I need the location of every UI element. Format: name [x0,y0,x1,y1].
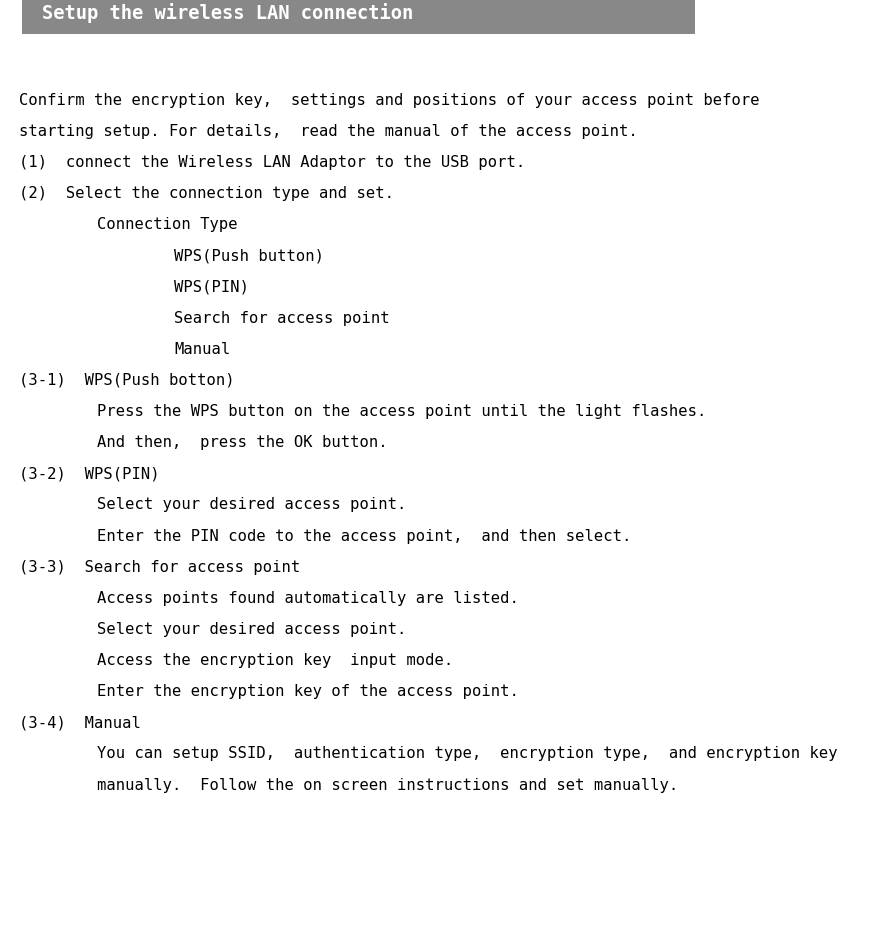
Text: Access the encryption key  input mode.: Access the encryption key input mode. [97,652,454,667]
Text: (3-4)  Manual: (3-4) Manual [19,715,142,729]
Text: manually.  Follow the on screen instructions and set manually.: manually. Follow the on screen instructi… [97,777,679,792]
Bar [22,0,695,35]
Text: You can setup SSID,  authentication type,  encryption type,  and encryption key: You can setup SSID, authentication type,… [97,746,838,761]
Text: WPS(PIN): WPS(PIN) [174,279,250,294]
Text: Press the WPS button on the access point until the light flashes.: Press the WPS button on the access point… [97,404,707,419]
Text: Select your desired access point.: Select your desired access point. [97,497,407,512]
Text: (3-1)  WPS(Push botton): (3-1) WPS(Push botton) [19,372,235,388]
Text: (2)  Select the connection type and set.: (2) Select the connection type and set. [19,186,395,201]
Text: Connection Type: Connection Type [97,217,238,232]
Text: WPS(Push button): WPS(Push button) [174,248,324,264]
Text: starting setup. For details,  read the manual of the access point.: starting setup. For details, read the ma… [19,123,638,139]
Text: Search for access point: Search for access point [174,310,390,326]
Text: Access points found automatically are listed.: Access points found automatically are li… [97,590,519,605]
Text: Confirm the encryption key,  settings and positions of your access point before: Confirm the encryption key, settings and… [19,93,760,108]
Text: Enter the PIN code to the access point,  and then select.: Enter the PIN code to the access point, … [97,528,632,543]
Text: (1)  connect the Wireless LAN Adaptor to the USB port.: (1) connect the Wireless LAN Adaptor to … [19,155,526,170]
Text: And then,  press the OK button.: And then, press the OK button. [97,434,388,450]
Text: Enter the encryption key of the access point.: Enter the encryption key of the access p… [97,683,519,699]
Text: Setup the wireless LAN connection: Setup the wireless LAN connection [42,3,412,23]
Text: Select your desired access point.: Select your desired access point. [97,622,407,637]
Text: (3-3)  Search for access point: (3-3) Search for access point [19,559,301,574]
Text: (3-2)  WPS(PIN): (3-2) WPS(PIN) [19,466,160,481]
Text: Manual: Manual [174,342,231,356]
